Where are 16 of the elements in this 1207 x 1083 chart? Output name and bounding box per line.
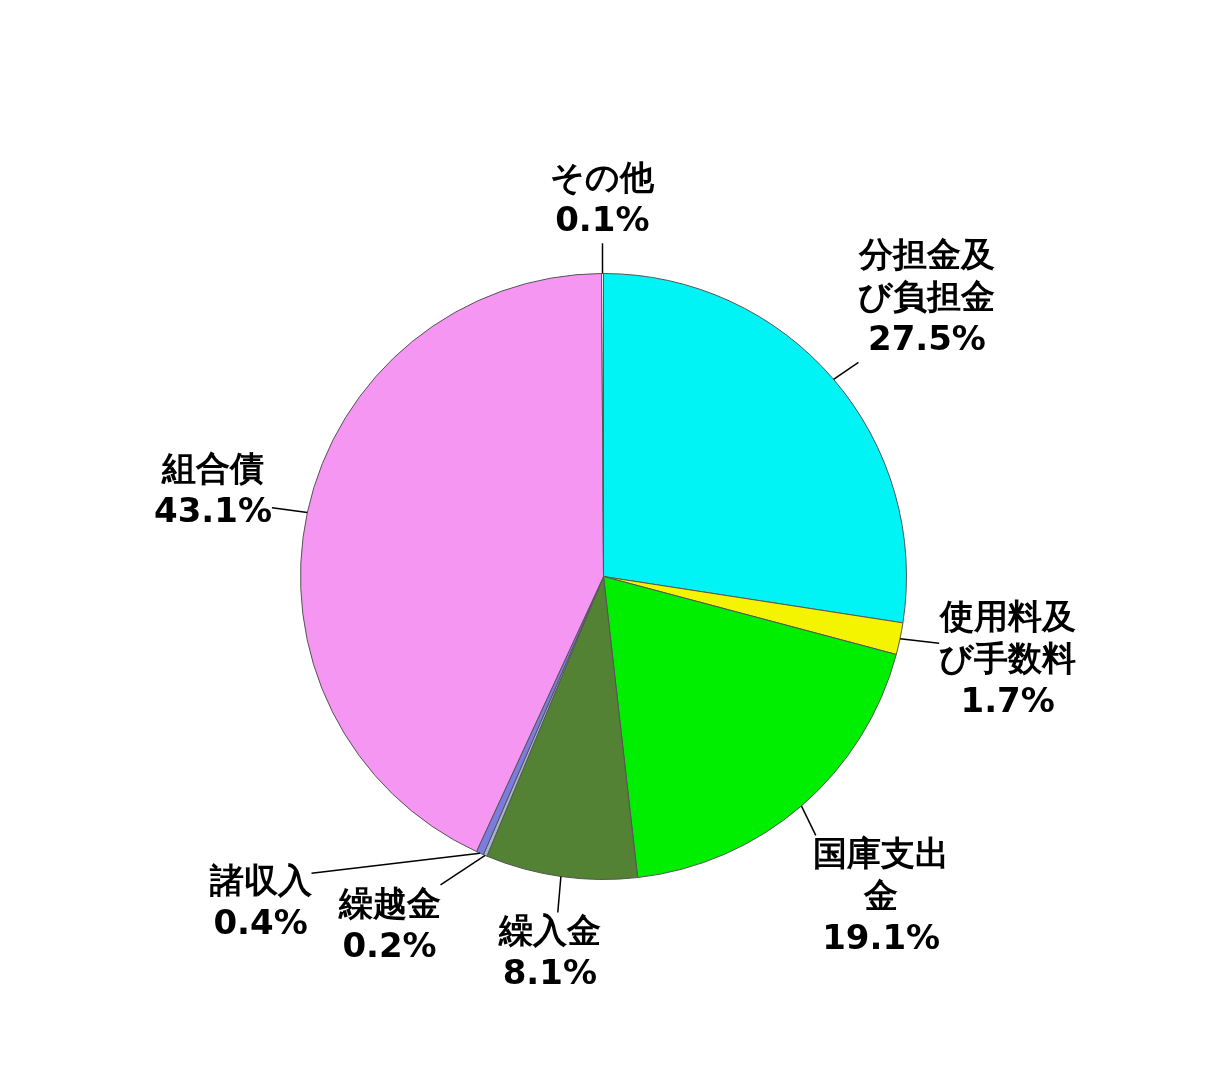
slice-label: その他: [550, 157, 656, 198]
data-label: 19.1%: [822, 917, 941, 958]
slice-label: 諸収入: [208, 860, 313, 901]
data-label: 0.1%: [555, 199, 650, 240]
slice-label: 繰入金: [497, 910, 601, 951]
data-label: 0.2%: [342, 924, 437, 965]
slice-label: 国庫支出金: [813, 833, 950, 916]
data-label: 8.1%: [502, 952, 597, 993]
data-label: 43.1%: [154, 489, 272, 530]
data-label: 1.7%: [960, 680, 1055, 721]
slice-label: 繰越金: [337, 882, 441, 923]
slice-label: 組合債: [161, 447, 265, 488]
data-label: 0.4%: [213, 902, 308, 943]
slice-label: 使用料及び手数料: [938, 596, 1077, 679]
data-label: 27.5%: [867, 318, 986, 359]
slice-label: 分担金及び負担金: [857, 234, 996, 317]
